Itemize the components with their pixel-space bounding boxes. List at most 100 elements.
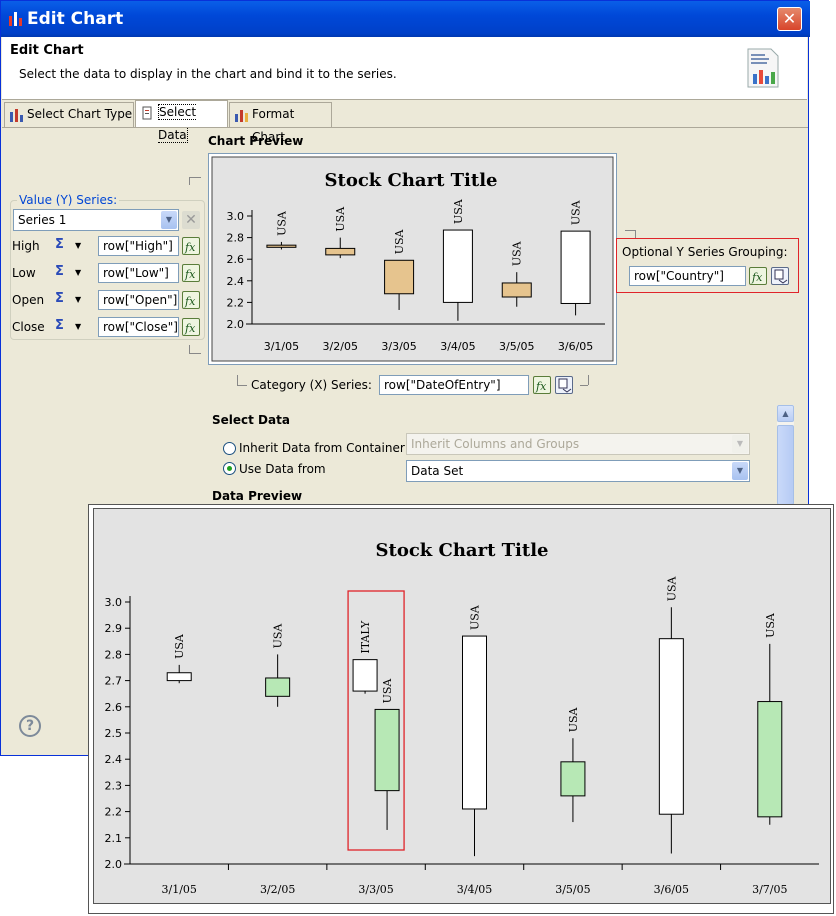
data-preview-heading: Data Preview [212,489,303,503]
series-select[interactable]: Series 1 ▼ [13,209,179,231]
bracket-line [635,230,636,238]
series-highlight-box [347,590,405,851]
candle-body [374,708,400,792]
category-sort-icon[interactable] [555,376,573,394]
tab-format-chart[interactable]: Format Chart [229,102,332,144]
inherit-columns-select: Inherit Columns and Groups ▼ [406,433,750,455]
enlarged-stock-chart: Stock Chart Title 3.0 2.9 2.8 2.7 2.6 2.5 2.4 2.… [105,540,819,896]
bracket-line [237,375,238,385]
chevron-down-icon[interactable]: ▼ [732,462,748,480]
aggregate-dropdown-icon[interactable]: ▼ [75,268,82,277]
candle-series-label: USA [381,678,394,704]
value-row-label: Close [12,320,45,334]
category-field[interactable]: row["DateOfEntry"] [379,375,529,395]
dialog-header: Edit Chart Select the data to display in… [2,37,807,100]
value-row-label: High [12,239,40,253]
sigma-icon[interactable]: Σ [55,237,64,252]
grouping-field[interactable]: row["Country"] [629,266,746,286]
category-label: Category (X) Series: [251,378,372,392]
delete-series-icon[interactable]: ✕ [182,211,200,229]
y-tick-label: 2.2 [227,296,245,309]
grouping-label: Optional Y Series Grouping: [622,245,788,259]
aggregate-dropdown-icon[interactable]: ▼ [75,241,82,250]
candle-body [266,244,297,248]
candle-series-label: USA [665,575,678,601]
bracket-line [189,353,201,354]
candle-body [560,230,591,304]
candle-series-label: USA [570,199,583,225]
y-tick-label: 2.9 [105,622,123,635]
aggregate-dropdown-icon[interactable]: ▼ [75,295,82,304]
svg-text:fx: fx [184,322,196,335]
use-data-radio[interactable] [223,462,236,475]
value-expression-field[interactable]: row["Low"] [98,263,179,283]
tab-select-chart-type[interactable]: Select Chart Type [4,102,134,127]
fx-icon[interactable]: fx [749,267,767,285]
x-category-label: 3/2/05 [260,883,295,896]
data-set-select[interactable]: Data Set ▼ [406,460,750,482]
help-icon[interactable]: ? [19,715,41,737]
value-expression-field[interactable]: row["Open"] [98,290,179,310]
chart-title: Stock Chart Title [376,540,549,561]
value-row-label: Open [12,293,45,307]
sigma-icon[interactable]: Σ [55,264,64,279]
aggregate-dropdown-icon[interactable]: ▼ [75,322,82,331]
format-chart-icon [235,110,248,122]
fx-icon[interactable]: fx [182,264,200,282]
tab-select-data[interactable]: Select Data [135,100,228,143]
scrollbar[interactable]: ▲ [777,405,794,505]
data-set-value: Data Set [411,464,464,478]
candle-series-label: USA [452,198,465,224]
document-chart-icon [747,48,779,88]
scroll-thumb[interactable] [777,425,794,505]
value-series-label: Value (Y) Series: [17,193,120,207]
tab-label: Select Chart Type [27,107,133,121]
series-select-value: Series 1 [18,213,67,227]
data-icon [142,106,152,120]
inherit-data-radio[interactable] [223,442,236,455]
y-tick-label: 2.6 [227,253,245,266]
candle-series-label: USA [275,210,288,236]
fx-icon[interactable]: fx [182,237,200,255]
bracket-line [580,385,588,386]
svg-text:fx: fx [184,295,196,308]
bracket-line [189,177,190,185]
candle-series-label: USA [393,228,406,254]
header-description: Select the data to display in the chart … [19,67,397,81]
x-category-label: 3/3/05 [381,340,416,353]
candle-body [462,635,487,810]
x-category-label: 3/1/05 [162,883,197,896]
candle-body [384,259,415,295]
chevron-down-icon[interactable]: ▼ [161,211,177,229]
bracket-line [625,230,635,231]
bracket-line [237,385,247,386]
edit-chart-dialog: Edit Chart ✕ Edit Chart Select the data … [0,0,810,756]
tab-strip: Select Chart Type Select Data Format Cha… [2,100,808,144]
title-bar[interactable]: Edit Chart ✕ [1,1,810,37]
x-category-label: 3/6/05 [558,340,593,353]
value-row-label: Low [12,266,36,280]
value-expression-field[interactable]: row["Close"] [98,317,179,337]
scroll-up-icon[interactable]: ▲ [777,405,794,422]
group-sort-icon[interactable] [771,267,789,285]
value-expression-field[interactable]: row["High"] [98,236,179,256]
y-tick-label: 2.0 [227,318,245,331]
bar-chart-icon [10,109,23,122]
y-tick-label: 2.8 [105,648,123,661]
window-title: Edit Chart [27,9,124,29]
candle-body [352,659,378,692]
candle-series-label: USA [334,206,347,232]
fx-icon[interactable]: fx [533,376,551,394]
candle-body [166,672,192,682]
sigma-icon[interactable]: Σ [55,291,64,306]
fx-icon[interactable]: fx [182,291,200,309]
candle-body [442,229,473,303]
candle-series-label: USA [173,633,186,659]
sigma-icon[interactable]: Σ [55,318,64,333]
fx-icon[interactable]: fx [182,318,200,336]
y-tick-label: 2.2 [105,806,123,819]
candle-series-label: USA [567,706,580,732]
svg-text:fx: fx [751,271,763,284]
x-category-label: 3/4/05 [457,883,492,896]
close-button[interactable]: ✕ [777,7,802,31]
